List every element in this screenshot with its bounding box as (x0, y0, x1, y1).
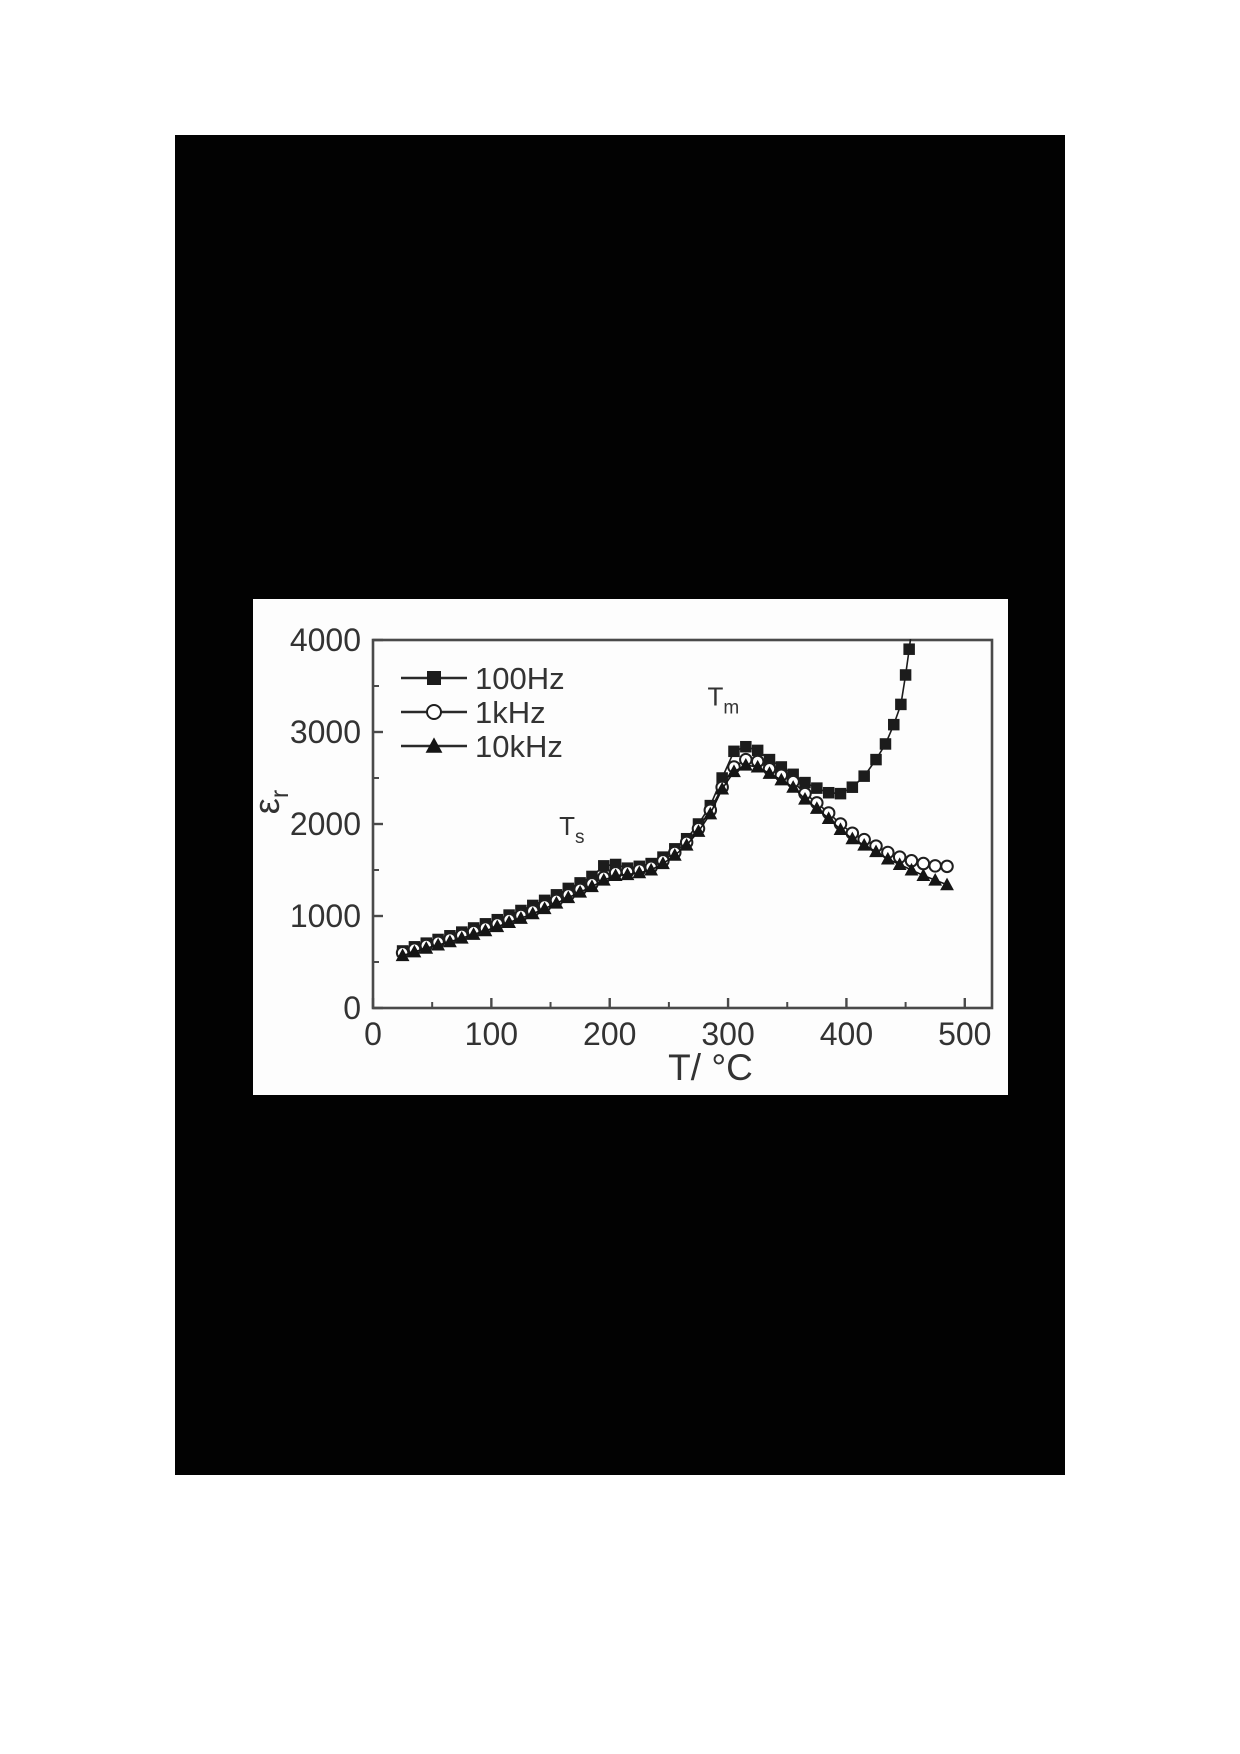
triangle-marker (585, 879, 599, 893)
x-tick-label: 400 (820, 1016, 873, 1052)
triangle-marker (798, 792, 812, 805)
x-tick-label: 0 (364, 1016, 382, 1052)
square-marker (858, 770, 870, 782)
square-marker (870, 753, 882, 766)
triangle-marker (809, 801, 824, 814)
legend-label: 10kHz (475, 729, 563, 764)
square-marker (775, 761, 788, 773)
triangle-marker (715, 781, 730, 795)
triangle-marker (596, 872, 611, 886)
triangle-marker (786, 780, 801, 793)
square-marker (888, 718, 900, 731)
triangle-marker (573, 884, 588, 898)
triangle-marker (727, 764, 741, 778)
triangle-marker (762, 766, 777, 779)
triangle-marker (679, 838, 694, 851)
triangle-marker (561, 890, 576, 904)
triangle-marker (425, 737, 443, 753)
triangle-marker (620, 867, 635, 881)
square-marker (586, 870, 598, 883)
triangle-marker (833, 822, 848, 836)
triangle-marker (514, 911, 528, 924)
triangle-marker (750, 759, 765, 773)
y-axis-label: εr (253, 790, 294, 814)
triangle-marker (667, 848, 682, 861)
figure-slide-black-background: 0 100 200 300 400 500 0 1000 2000 3000 4000 T/ °C εr… (175, 135, 1065, 1475)
triangle-marker (537, 901, 552, 915)
triangle-marker (738, 757, 753, 771)
x-tick-label: 500 (938, 1016, 991, 1052)
square-marker (609, 858, 622, 871)
triangle-marker (632, 865, 647, 879)
square-marker (903, 643, 915, 655)
triangle-marker (940, 877, 954, 891)
triangle-marker (502, 915, 517, 928)
x-tick-label: 100 (465, 1016, 518, 1052)
y-tick-label: 2000 (290, 806, 361, 842)
square-marker (846, 781, 859, 793)
triangle-marker (845, 831, 860, 845)
triangle-marker (916, 868, 931, 882)
triangle-marker (656, 856, 670, 870)
y-tick-label: 3000 (290, 714, 361, 750)
triangle-marker (821, 811, 836, 824)
x-axis-label: T/ °C (668, 1047, 753, 1088)
circle-marker (940, 859, 954, 874)
chart-panel: 0 100 200 300 400 500 0 1000 2000 3000 4000 T/ °C εr… (246, 599, 1008, 1095)
triangle-marker (407, 944, 422, 958)
triangle-marker (691, 824, 706, 837)
triangle-marker (644, 862, 659, 876)
square-marker (740, 740, 752, 753)
square-marker (811, 782, 823, 794)
series-10kHz (395, 757, 954, 962)
triangle-marker (549, 895, 564, 909)
square-marker (834, 787, 847, 800)
y-tick-label: 1000 (290, 898, 361, 934)
square-marker (728, 745, 740, 758)
triangle-marker (395, 948, 410, 962)
triangle-marker (774, 772, 789, 786)
triangle-marker (454, 930, 469, 944)
square-marker (427, 671, 441, 685)
legend-label: 100Hz (475, 661, 565, 696)
square-marker (598, 860, 610, 872)
circle-marker (426, 704, 442, 720)
triangle-marker (525, 906, 540, 920)
square-marker (763, 753, 776, 766)
triangle-marker (892, 857, 907, 870)
triangle-marker (431, 937, 445, 951)
triangle-marker (443, 934, 457, 948)
triangle-marker (466, 927, 481, 940)
y-tick-label: 0 (343, 990, 361, 1026)
triangle-marker (419, 941, 434, 954)
square-marker (895, 698, 907, 711)
square-marker (899, 669, 912, 681)
x-tick-label: 200 (583, 1016, 636, 1052)
triangle-marker (857, 838, 872, 851)
square-marker (751, 744, 764, 757)
x-tick-label: 300 (701, 1016, 754, 1052)
square-marker (787, 768, 799, 781)
triangle-marker (478, 923, 493, 937)
square-marker (716, 772, 728, 784)
square-marker (799, 776, 811, 789)
triangle-marker (880, 851, 895, 865)
y-tick-label: 4000 (290, 622, 361, 658)
circle-marker (928, 859, 942, 873)
annotation-m: Tm (707, 681, 739, 718)
triangle-marker (928, 872, 943, 886)
legend-label: 1kHz (475, 695, 546, 730)
circle-marker (916, 856, 931, 871)
permittivity-vs-temperature-chart: 0 100 200 300 400 500 0 1000 2000 3000 4000 T/ °C εr… (246, 599, 1008, 1095)
triangle-marker (869, 844, 883, 858)
triangle-marker (608, 868, 623, 882)
square-marker (822, 786, 835, 799)
triangle-marker (490, 919, 505, 933)
annotation-s: Ts (559, 811, 584, 848)
triangle-marker (703, 806, 718, 820)
square-marker (879, 738, 892, 750)
triangle-marker (904, 862, 919, 876)
